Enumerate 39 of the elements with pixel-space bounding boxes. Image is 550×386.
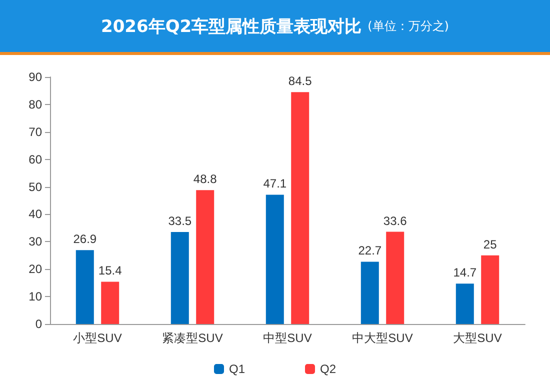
y-tick-label: 90 — [28, 70, 42, 84]
bar — [76, 250, 94, 324]
y-tick-label: 50 — [28, 180, 42, 194]
y-tick-label: 40 — [28, 207, 42, 222]
x-tick-label: 中型SUV — [263, 331, 312, 345]
data-label: 25 — [483, 237, 498, 252]
data-label: 33.6 — [383, 214, 408, 228]
y-tick-label: 10 — [28, 290, 42, 304]
legend-label: Q1 — [228, 362, 246, 376]
bar — [196, 190, 214, 324]
bar — [266, 194, 284, 324]
y-tick-label: 20 — [28, 262, 42, 276]
chart-subtitle: (单位：万分之) — [368, 18, 449, 34]
bar — [101, 282, 120, 324]
bar — [360, 262, 379, 324]
bar — [386, 232, 404, 324]
y-tick-label: 30 — [28, 234, 42, 249]
data-label: 84.5 — [288, 74, 312, 88]
data-label: 15.4 — [98, 264, 122, 278]
bar — [456, 284, 474, 324]
data-label: 48.8 — [193, 172, 218, 186]
y-tick-label: 0 — [35, 317, 42, 331]
chart-title: 2026年Q2车型属性质量表现对比 — [101, 16, 362, 38]
y-tick-label: 60 — [28, 152, 42, 166]
bar — [481, 255, 500, 324]
data-label: 47.1 — [263, 176, 287, 191]
data-label: 33.5 — [168, 214, 192, 228]
x-tick-label: 紧凑型SUV — [162, 331, 223, 345]
x-tick-label: 大型SUV — [453, 331, 502, 345]
x-tick-label: 中大型SUV — [352, 331, 413, 345]
data-label: 14.7 — [453, 266, 477, 280]
data-label: 26.9 — [73, 232, 97, 246]
bar — [170, 232, 189, 324]
legend-label: Q2 — [320, 362, 336, 376]
y-tick-label: 80 — [28, 97, 42, 112]
bar — [291, 92, 310, 324]
x-tick-label: 小型SUV — [73, 331, 122, 345]
y-tick-label: 70 — [28, 124, 42, 139]
data-label: 22.7 — [358, 244, 382, 258]
